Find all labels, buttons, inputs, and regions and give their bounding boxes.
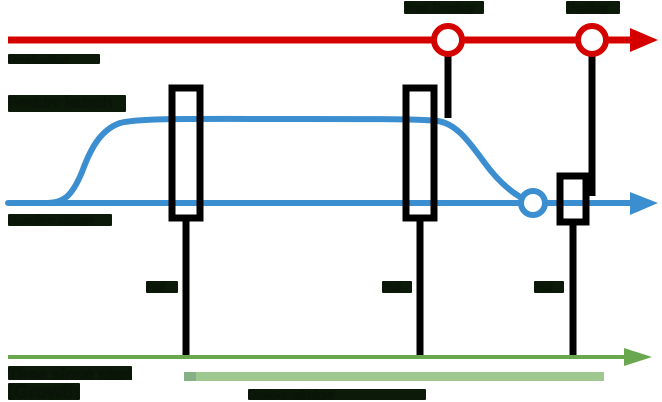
adoption-axis-label: Baseline usage [8,214,112,226]
pin-1-head [168,84,204,222]
release-track [8,28,658,52]
time-axis-label-line2: (Growth) [8,383,80,400]
adoption-curve-label: Feature launch [8,95,126,112]
chart-subtitle: Production [8,54,100,64]
rollout-window-bar [184,372,604,381]
adoption-track-arrow-icon [630,192,658,215]
pin-2-label: Rel [382,281,412,293]
time-axis [8,348,652,366]
release-track-arrow-icon [630,28,658,52]
time-axis-arrow-icon [624,348,652,366]
milestone-1-label: Test Deploy [404,1,484,14]
pin-2-head [402,84,438,222]
adoption-curve [5,115,536,206]
milestone-1-marker[interactable] [431,23,465,57]
pin-1[interactable] [168,84,204,357]
pin-3[interactable] [556,172,590,357]
pin-2[interactable] [402,84,438,357]
pin-3-label: Rel [534,281,564,293]
highlight-caption: Rollout window [248,389,426,400]
adoption-point-marker[interactable] [518,188,548,218]
milestone-2-label: Deploy [566,1,620,14]
pin-3-head [556,172,590,226]
milestone-2-marker[interactable] [575,23,609,57]
time-axis-label-line1: Time since start [8,366,132,380]
pin-1-label: Rel [146,281,178,293]
rollout-window-bar-cap [184,372,196,381]
